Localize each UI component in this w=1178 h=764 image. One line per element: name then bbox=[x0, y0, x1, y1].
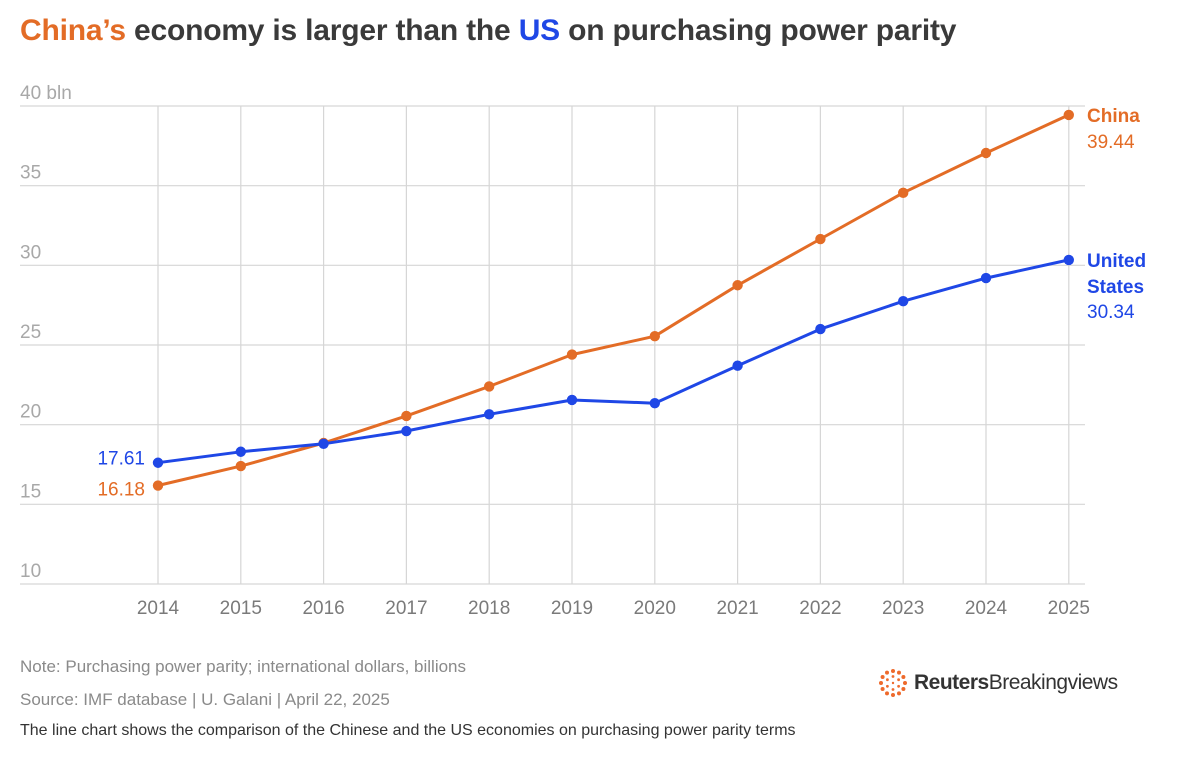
x-tick-label: 2022 bbox=[799, 598, 841, 619]
start-value-united-states: 17.61 bbox=[97, 449, 145, 470]
x-tick-label: 2018 bbox=[468, 598, 510, 619]
end-value-united-states: 30.34 bbox=[1087, 302, 1135, 323]
data-point-united-states bbox=[235, 446, 246, 457]
start-value-china: 16.18 bbox=[97, 480, 145, 501]
series-label-china: China bbox=[1087, 106, 1140, 127]
data-point-united-states bbox=[401, 425, 412, 437]
x-tick-label: 2025 bbox=[1048, 598, 1090, 619]
logo-product: Breakingviews bbox=[988, 671, 1118, 694]
x-tick-label: 2019 bbox=[551, 598, 593, 619]
reuters-breakingviews-logo: Reuters Breakingviews bbox=[878, 668, 1118, 698]
x-tick-label: 2024 bbox=[965, 598, 1008, 619]
x-tick-label: 2020 bbox=[634, 598, 676, 619]
x-tick-label: 2023 bbox=[882, 598, 924, 619]
data-point-united-states bbox=[980, 272, 992, 284]
logo-brand: Reuters bbox=[914, 671, 989, 694]
data-point-china bbox=[484, 381, 495, 392]
title-end: on purchasing power parity bbox=[559, 14, 957, 47]
y-tick-label: 35 bbox=[20, 163, 41, 184]
data-point-united-states bbox=[484, 409, 495, 420]
data-point-china bbox=[732, 280, 743, 291]
x-tick-label: 2016 bbox=[302, 598, 344, 619]
x-tick-label: 2021 bbox=[716, 598, 758, 619]
reuters-dot-logo-icon bbox=[879, 669, 907, 697]
data-point-china bbox=[401, 410, 412, 422]
y-tick-label: 40 bln bbox=[20, 83, 72, 104]
chart-title: China’s economy is larger than the US on… bbox=[20, 14, 956, 48]
end-value-china: 39.44 bbox=[1087, 132, 1135, 153]
chart-source: Source: IMF database | U. Galani | April… bbox=[20, 690, 390, 709]
x-tick-label: 2017 bbox=[385, 598, 427, 619]
data-point-united-states bbox=[649, 397, 660, 409]
y-tick-label: 20 bbox=[20, 402, 41, 423]
y-tick-label: 30 bbox=[20, 242, 41, 263]
chart-caption: The line chart shows the comparison of t… bbox=[20, 722, 796, 739]
data-point-united-states bbox=[318, 438, 329, 449]
data-point-china bbox=[815, 233, 826, 245]
data-point-china bbox=[152, 480, 164, 491]
data-point-united-states bbox=[152, 457, 164, 468]
series-line-united-states bbox=[156, 258, 1071, 465]
x-tick-label: 2014 bbox=[137, 598, 180, 619]
data-point-united-states bbox=[732, 360, 743, 371]
y-tick-label: 10 bbox=[20, 561, 41, 582]
x-tick-label: 2015 bbox=[220, 598, 262, 619]
series-line-china bbox=[156, 113, 1071, 487]
data-point-china bbox=[1063, 109, 1075, 121]
title-middle: economy is larger than the bbox=[125, 14, 519, 47]
data-point-united-states bbox=[815, 323, 826, 335]
title-china: China’s bbox=[20, 14, 126, 47]
data-point-china bbox=[235, 460, 246, 472]
series-label-united-states: United bbox=[1087, 251, 1146, 272]
data-point-china bbox=[898, 187, 909, 199]
data-point-china bbox=[649, 331, 660, 342]
chart-note: Note: Purchasing power parity; internati… bbox=[20, 657, 467, 676]
data-point-china bbox=[566, 349, 578, 360]
data-point-united-states bbox=[1063, 254, 1075, 266]
data-point-united-states bbox=[898, 295, 909, 307]
y-tick-label: 15 bbox=[20, 481, 41, 502]
title-us: US bbox=[518, 14, 560, 47]
series-label-united-states: States bbox=[1087, 277, 1144, 298]
data-point-china bbox=[980, 147, 992, 159]
data-point-united-states bbox=[566, 394, 578, 406]
y-tick-label: 25 bbox=[20, 322, 41, 343]
